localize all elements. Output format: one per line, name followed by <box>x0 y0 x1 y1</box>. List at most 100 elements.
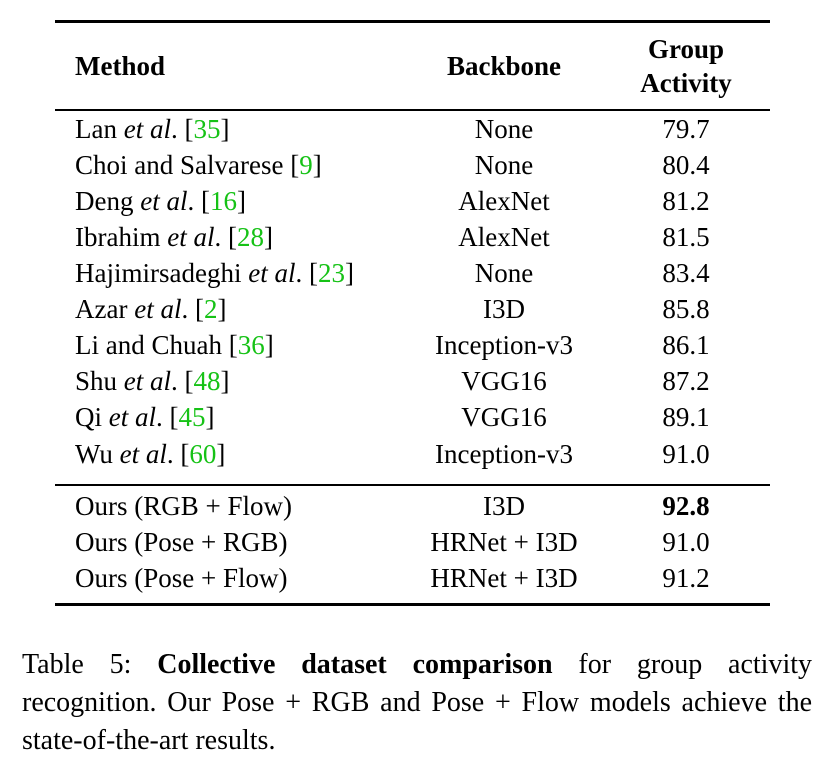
method-cell: Deng et al. [16] <box>75 183 246 219</box>
citation-link[interactable]: 35 <box>193 114 221 144</box>
table-row: Ours (RGB + Flow) I3D 92.8 <box>0 488 836 524</box>
header-method: Method <box>75 51 165 81</box>
method-cell: Li and Chuah [36] <box>75 327 274 363</box>
ref-close: ] <box>312 150 322 180</box>
ref-open: . [ <box>171 366 194 396</box>
table-header-rule <box>55 109 770 111</box>
backbone-cell: AlexNet <box>458 222 550 252</box>
backbone-cell: None <box>474 150 534 180</box>
ref-close: ] <box>264 330 274 360</box>
backbone-cell: None <box>474 114 534 144</box>
score-cell: 89.1 <box>662 402 710 432</box>
et-al: et al <box>167 222 215 252</box>
table-row: Li and Chuah [36] Inception-v3 86.1 <box>0 327 836 363</box>
header-group-activity-line2: Activity <box>640 68 732 98</box>
method-name: Ibrahim <box>75 222 161 252</box>
score-cell: 91.0 <box>662 527 710 557</box>
backbone-cell: HRNet + I3D <box>430 563 578 593</box>
backbone-cell: AlexNet <box>458 186 550 216</box>
score-cell: 85.8 <box>662 294 710 324</box>
table-row: Hajimirsadeghi et al. [23] None 83.4 <box>0 255 836 291</box>
backbone-cell: Inception-v3 <box>435 330 573 360</box>
et-al: et al <box>123 366 172 396</box>
ref-close: ] <box>216 439 226 469</box>
score-cell: 91.0 <box>662 439 710 469</box>
citation-link[interactable]: 48 <box>193 366 221 396</box>
score-cell-best: 92.8 <box>662 491 710 521</box>
et-al: et al <box>119 439 167 469</box>
table-row: Ibrahim et al. [28] AlexNet 81.5 <box>0 219 836 255</box>
method-cell: Choi and Salvarese [9] <box>75 147 322 183</box>
backbone-cell: Inception-v3 <box>435 439 573 469</box>
method-cell: Ibrahim et al. [28] <box>75 219 273 255</box>
header-group-activity-line1: Group <box>647 34 725 64</box>
method-name: Lan <box>75 114 117 144</box>
et-al: et al <box>248 258 296 288</box>
score-cell: 79.7 <box>662 114 710 144</box>
citation-link[interactable]: 60 <box>189 439 217 469</box>
table-row: Deng et al. [16] AlexNet 81.2 <box>0 183 836 219</box>
table-row: Lan et al. [35] None 79.7 <box>0 111 836 147</box>
ref-open: . [ <box>166 439 190 469</box>
backbone-cell: I3D <box>483 294 525 324</box>
table-row: Wu et al. [60] Inception-v3 91.0 <box>0 436 836 472</box>
backbone-cell: I3D <box>483 491 525 521</box>
et-al: et al <box>134 294 182 324</box>
header-group-activity: Group Activity <box>616 32 756 100</box>
ref-close: ] <box>205 402 215 432</box>
ref-open: . [ <box>214 222 237 252</box>
citation-link[interactable]: 36 <box>237 330 265 360</box>
ref-close: ] <box>263 222 273 252</box>
ref-close: ] <box>220 114 230 144</box>
method-cell: Shu et al. [48] <box>75 363 230 399</box>
caption-bold: Collective dataset comparison <box>157 649 553 680</box>
backbone-cell: VGG16 <box>461 366 547 396</box>
citation-link[interactable]: 9 <box>299 150 313 180</box>
method-cell: Qi et al. [45] <box>75 399 215 435</box>
table-row: Azar et al. [2] I3D 85.8 <box>0 291 836 327</box>
score-cell: 87.2 <box>662 366 710 396</box>
score-cell: 80.4 <box>662 150 710 180</box>
et-al: et al <box>140 186 188 216</box>
citation-link[interactable]: 16 <box>209 186 237 216</box>
method-name: Choi and Salvarese [ <box>75 150 300 180</box>
ref-open: . [ <box>187 186 210 216</box>
ref-open: . [ <box>156 402 179 432</box>
method-name: Azar <box>75 294 128 324</box>
citation-link[interactable]: 28 <box>236 222 264 252</box>
score-cell: 91.2 <box>662 563 710 593</box>
score-cell: 81.2 <box>662 186 710 216</box>
table-row: Ours (Pose + RGB) HRNet + I3D 91.0 <box>0 524 836 560</box>
method-cell: Lan et al. [35] <box>75 111 229 147</box>
citation-link[interactable]: 23 <box>317 258 345 288</box>
backbone-cell: HRNet + I3D <box>430 527 578 557</box>
method-name: Wu <box>75 439 113 469</box>
method-cell: Ours (RGB + Flow) <box>75 491 292 521</box>
method-cell: Azar et al. [2] <box>75 291 226 327</box>
table-row: Ours (Pose + Flow) HRNet + I3D 91.2 <box>0 560 836 596</box>
method-name: Deng <box>75 186 134 216</box>
citation-link[interactable]: 2 <box>203 294 218 324</box>
header-backbone: Backbone <box>446 51 562 81</box>
method-cell: Ours (Pose + RGB) <box>75 527 288 557</box>
backbone-cell: None <box>474 258 534 288</box>
score-cell: 83.4 <box>662 258 710 288</box>
et-al: et al <box>108 402 156 432</box>
caption-text: for group activity recognition. Our Pose… <box>22 649 812 756</box>
ref-close: ] <box>220 366 230 396</box>
table-row: Choi and Salvarese [9] None 80.4 <box>0 147 836 183</box>
method-name: Hajimirsadeghi <box>75 258 242 288</box>
ref-open: . [ <box>181 294 204 324</box>
table-top-rule <box>55 20 770 23</box>
score-cell: 81.5 <box>662 222 710 252</box>
score-cell: 86.1 <box>662 330 710 360</box>
table-row: Shu et al. [48] VGG16 87.2 <box>0 363 836 399</box>
table-bottom-rule <box>55 603 770 606</box>
ref-close: ] <box>217 294 227 324</box>
citation-link[interactable]: 45 <box>178 402 206 432</box>
ref-open: . [ <box>295 258 318 288</box>
table-row: Qi et al. [45] VGG16 89.1 <box>0 399 836 435</box>
backbone-cell: VGG16 <box>461 402 547 432</box>
ref-close: ] <box>236 186 246 216</box>
method-cell: Hajimirsadeghi et al. [23] <box>75 255 354 291</box>
